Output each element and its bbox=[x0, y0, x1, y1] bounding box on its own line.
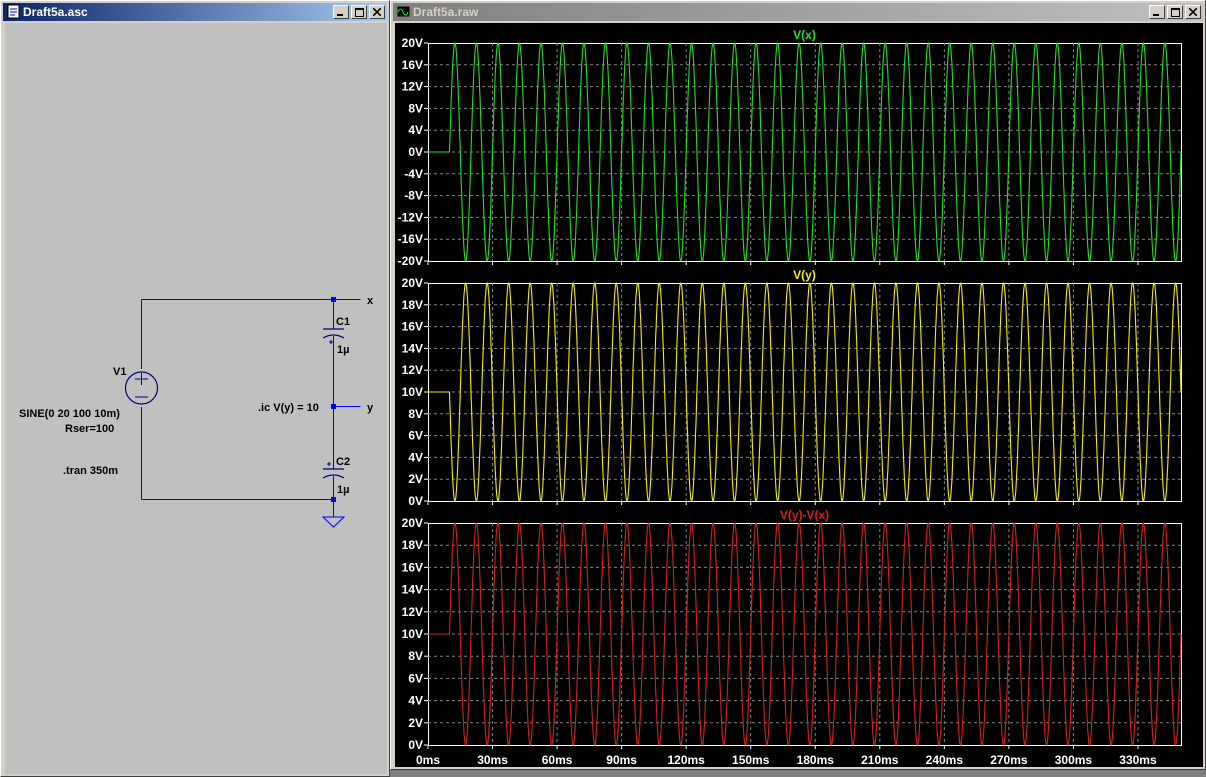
y-tick-label: 4V bbox=[408, 450, 423, 464]
y-tick-label: 12V bbox=[402, 80, 423, 94]
y-tick-label: 10V bbox=[402, 627, 423, 641]
y-tick-label: 18V bbox=[402, 298, 423, 312]
y-tick-label: 0V bbox=[408, 494, 423, 508]
ic-directive[interactable]: .ic V(y) = 10 bbox=[258, 402, 319, 414]
x-tick-label: 330ms bbox=[1119, 753, 1157, 767]
y-tick-label: 20V bbox=[402, 516, 423, 530]
tran-directive[interactable]: .tran 350m bbox=[63, 465, 118, 477]
x-tick-label: 210ms bbox=[861, 753, 899, 767]
y-tick-label: 16V bbox=[402, 560, 423, 574]
c1-value[interactable]: 1µ bbox=[337, 344, 349, 356]
close-icon bbox=[1189, 8, 1197, 16]
waveform-document-icon bbox=[396, 5, 411, 18]
c2-name[interactable]: C2 bbox=[336, 456, 350, 468]
v1-rser[interactable]: Rser=100 bbox=[65, 423, 114, 435]
schematic-window[interactable]: Draft5a.asc bbox=[0, 0, 390, 777]
x-tick-label: 90ms bbox=[606, 753, 637, 767]
y-tick-label: 18V bbox=[402, 538, 423, 552]
net-label-x[interactable]: x bbox=[367, 295, 374, 307]
x-tick-label: 240ms bbox=[926, 753, 964, 767]
v1-voltage-source[interactable] bbox=[124, 371, 159, 405]
y-tick-label: -8V bbox=[404, 189, 423, 203]
c2-capacitor[interactable] bbox=[322, 462, 345, 479]
minimize-icon bbox=[337, 14, 343, 16]
close-button[interactable] bbox=[369, 5, 385, 19]
y-tick-label: 8V bbox=[408, 407, 423, 421]
junctions bbox=[331, 297, 336, 502]
junction-c2 bbox=[331, 497, 336, 502]
y-tick-label: 4V bbox=[408, 694, 423, 708]
trace-label-1[interactable]: V(y) bbox=[793, 268, 816, 282]
y-tick-label: 12V bbox=[402, 605, 423, 619]
y-tick-label: 12V bbox=[402, 363, 423, 377]
x-tick-label: 180ms bbox=[797, 753, 835, 767]
y-tick-label: 2V bbox=[408, 716, 423, 730]
y-tick-label: 20V bbox=[402, 36, 423, 50]
waveform-titlebar[interactable]: Draft5a.raw bbox=[393, 3, 1203, 21]
y-tick-label: 8V bbox=[408, 101, 423, 115]
x-tick-label: 30ms bbox=[477, 753, 508, 767]
schematic-drawing: x y C1 1µ C2 1µ V1 SINE(0 20 100 10m) Rs… bbox=[19, 295, 374, 528]
y-tick-label: 8V bbox=[408, 649, 423, 663]
trace-1[interactable] bbox=[428, 282, 1182, 502]
waveform-window[interactable]: Draft5a.raw V(x) 20V 16V 12V 8V 4V 0V -4V -8V -12… bbox=[390, 0, 1206, 770]
waveform-plot-area[interactable]: V(x) 20V 16V 12V 8V 4V 0V -4V -8V -12V -16V -20V V(y… bbox=[395, 23, 1203, 767]
schematic-canvas[interactable]: x y C1 1µ C2 1µ V1 SINE(0 20 100 10m) Rs… bbox=[5, 23, 387, 774]
y-tick-label: 14V bbox=[402, 341, 423, 355]
junction-x bbox=[331, 297, 336, 302]
y-tick-label: 20V bbox=[402, 276, 423, 290]
y-tick-label: -4V bbox=[404, 167, 423, 181]
v1-name[interactable]: V1 bbox=[113, 366, 126, 378]
trace-2[interactable] bbox=[428, 522, 1182, 746]
y-tick-label: -20V bbox=[398, 254, 423, 268]
close-button[interactable] bbox=[1185, 5, 1201, 19]
y-tick-label: 6V bbox=[408, 671, 423, 685]
x-tick-label: 120ms bbox=[667, 753, 705, 767]
y-tick-label: 0V bbox=[408, 738, 423, 752]
trace-0[interactable] bbox=[428, 42, 1182, 262]
v1-value[interactable]: SINE(0 20 100 10m) bbox=[19, 408, 120, 420]
x-tick-label: 0ms bbox=[416, 753, 440, 767]
y-tick-label: 6V bbox=[408, 429, 423, 443]
close-icon bbox=[373, 8, 381, 16]
c1-capacitor[interactable] bbox=[322, 328, 345, 344]
y-tick-label: 16V bbox=[402, 58, 423, 72]
y-tick-label: 14V bbox=[402, 583, 423, 597]
y-tick-label: -16V bbox=[398, 232, 423, 246]
minimize-icon bbox=[1153, 14, 1159, 16]
waveform-window-title: Draft5a.raw bbox=[413, 5, 479, 19]
maximize-icon bbox=[1170, 7, 1180, 17]
schematic-titlebar[interactable]: Draft5a.asc bbox=[3, 3, 387, 21]
y-tick-label: 2V bbox=[408, 472, 423, 486]
schematic-document-icon bbox=[7, 4, 20, 19]
y-tick-label: -12V bbox=[398, 210, 423, 224]
y-tick-label: 10V bbox=[402, 385, 423, 399]
trace-label-0[interactable]: V(x) bbox=[793, 28, 816, 42]
x-tick-label: 150ms bbox=[732, 753, 770, 767]
y-tick-label: 0V bbox=[408, 145, 423, 159]
minimize-button[interactable] bbox=[1149, 5, 1165, 19]
y-tick-label: 4V bbox=[408, 123, 423, 137]
maximize-button[interactable] bbox=[1167, 5, 1183, 19]
x-tick-label: 300ms bbox=[1055, 753, 1093, 767]
c2-value[interactable]: 1µ bbox=[337, 484, 349, 496]
trace-label-2[interactable]: V(y)-V(x) bbox=[780, 508, 829, 522]
x-tick-label: 270ms bbox=[990, 753, 1028, 767]
c1-name[interactable]: C1 bbox=[336, 316, 350, 328]
net-label-y[interactable]: y bbox=[367, 402, 374, 414]
y-tick-label: 16V bbox=[402, 320, 423, 334]
waveform-plots[interactable]: V(x) 20V 16V 12V 8V 4V 0V -4V -8V -12V -16V -20V V(y… bbox=[395, 23, 1205, 769]
schematic-window-title: Draft5a.asc bbox=[23, 5, 88, 19]
ground-symbol bbox=[321, 516, 346, 528]
junction-y bbox=[331, 404, 336, 409]
maximize-button[interactable] bbox=[351, 5, 367, 19]
x-tick-label: 60ms bbox=[542, 753, 573, 767]
minimize-button[interactable] bbox=[333, 5, 349, 19]
maximize-icon bbox=[354, 7, 364, 17]
